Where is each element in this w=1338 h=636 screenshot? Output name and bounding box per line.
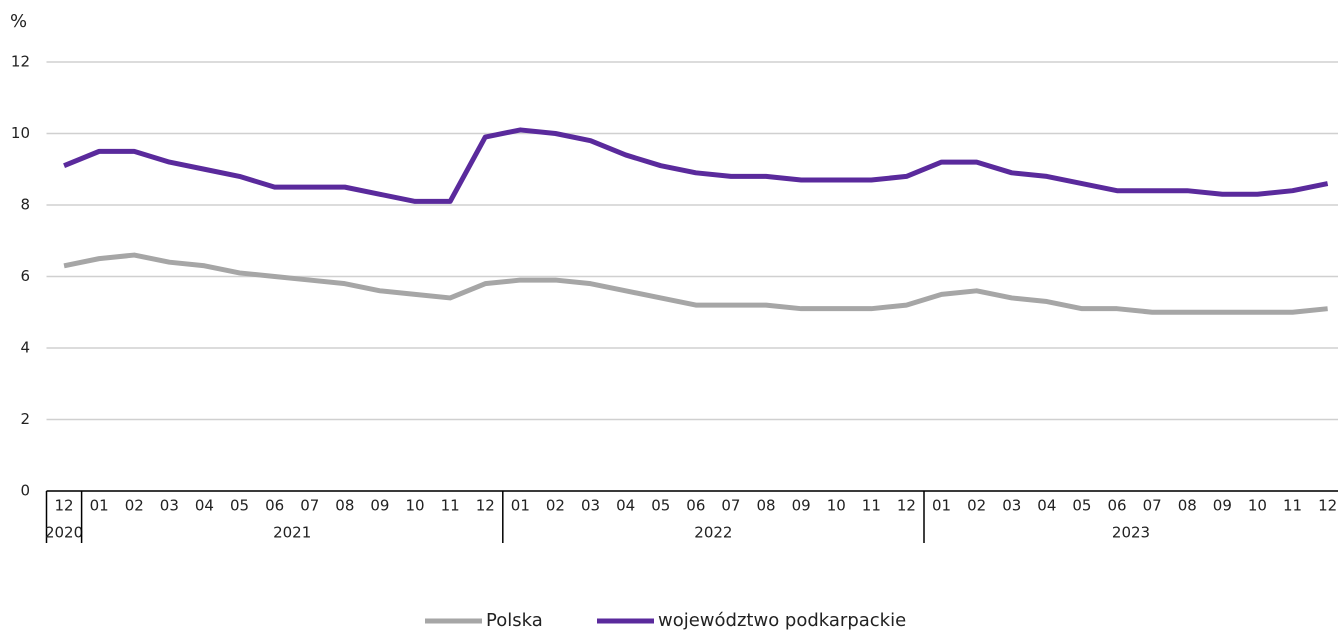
x-tick-label: 01 (932, 497, 951, 515)
y-tick-label: 6 (20, 267, 30, 285)
x-tick-label: 04 (1037, 497, 1056, 515)
x-tick-label: 11 (862, 497, 881, 515)
x-tick-label: 12 (476, 497, 495, 515)
legend-text: województwo podkarpackie (658, 610, 906, 631)
x-tick-label: 03 (1002, 497, 1021, 515)
x-tick-label: 08 (757, 497, 776, 515)
x-tick-label: 08 (1178, 497, 1197, 515)
x-tick-label: 11 (1283, 497, 1302, 515)
x-tick-label: 03 (160, 497, 179, 515)
x-tick-label: 04 (195, 497, 214, 515)
x-group-label: 2023 (1112, 524, 1150, 542)
x-tick-label: 07 (1143, 497, 1162, 515)
x-tick-label: 09 (370, 497, 389, 515)
x-tick-label: 03 (581, 497, 600, 515)
x-group-label: 2021 (273, 524, 311, 542)
series-line (63, 252, 1328, 315)
legend-text: Polska (486, 610, 543, 631)
x-tick-label: 09 (792, 497, 811, 515)
series-line (63, 127, 1329, 204)
x-tick-label: 12 (897, 497, 916, 515)
x-tick-label: 11 (441, 497, 460, 515)
x-tick-label: 05 (1072, 497, 1091, 515)
x-tick-label: 12 (55, 497, 74, 515)
x-tick-label: 02 (125, 497, 144, 515)
y-tick-label: 12 (11, 53, 30, 71)
x-tick-label: 01 (90, 497, 109, 515)
y-tick-label: 4 (20, 339, 30, 357)
x-tick-label: 06 (686, 497, 705, 515)
x-tick-label: 02 (967, 497, 986, 515)
x-tick-label: 12 (1318, 497, 1337, 515)
x-tick-label: 06 (265, 497, 284, 515)
x-tick-label: 01 (511, 497, 530, 515)
x-tick-label: 02 (546, 497, 565, 515)
y-axis-label: % (10, 11, 27, 32)
x-group-label: 2020 (45, 524, 83, 542)
x-tick-label: 09 (1213, 497, 1232, 515)
x-tick-label: 08 (335, 497, 354, 515)
x-group-label: 2022 (694, 524, 732, 542)
x-tick-label: 05 (230, 497, 249, 515)
y-tick-label: 2 (20, 410, 30, 428)
y-tick-label: 8 (20, 196, 30, 214)
y-tick-label: 10 (11, 124, 30, 142)
x-tick-label: 04 (616, 497, 635, 515)
y-tick-label: 0 (20, 482, 30, 500)
x-tick-label: 07 (300, 497, 319, 515)
x-tick-label: 06 (1108, 497, 1127, 515)
x-tick-label: 05 (651, 497, 670, 515)
x-tick-label: 07 (721, 497, 740, 515)
x-tick-label: 10 (1248, 497, 1267, 515)
x-tick-label: 10 (827, 497, 846, 515)
x-tick-label: 10 (406, 497, 425, 515)
